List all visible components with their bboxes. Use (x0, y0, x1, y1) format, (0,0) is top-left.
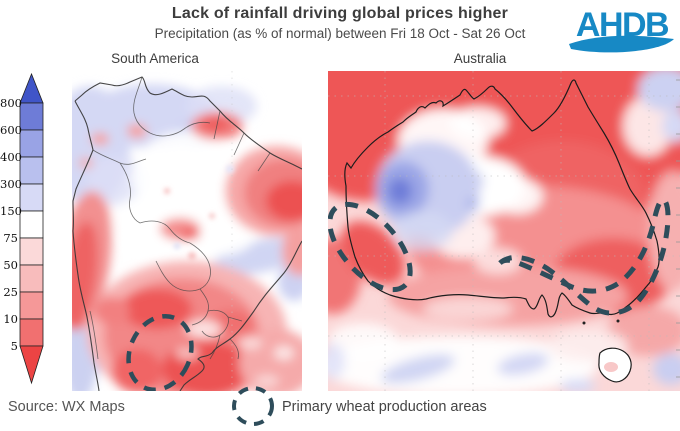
precipitation-color-scale (19, 72, 44, 385)
au-tasmania-pink-spot (604, 362, 618, 372)
scale-tick-label: 800 (0, 96, 22, 110)
scale-tick-label: 25 (3, 285, 18, 299)
scale-labels: 800 600 400 300 150 75 50 25 10 5 (0, 68, 22, 388)
au-island-dot (616, 319, 620, 323)
wheat-area-curve-southeast-australia (498, 197, 671, 316)
scale-tick-label: 600 (0, 123, 22, 137)
scale-tick-label: 400 (0, 150, 22, 164)
map-australia (328, 71, 680, 391)
au-edge-ticks (676, 79, 680, 378)
au-gridlines (328, 71, 680, 391)
wheat-area-ellipse-western-australia (328, 201, 413, 293)
scale-tick-label: 10 (3, 312, 18, 326)
page-title: Lack of rainfall driving global prices h… (171, 5, 509, 22)
wheat-area-legend-label: Primary wheat production areas (282, 399, 487, 415)
scale-tick-label: 50 (3, 258, 18, 272)
ahdb-logo: AHDB (569, 6, 674, 53)
page-subtitle: Precipitation (as % of normal) between F… (154, 26, 526, 41)
wheat-area-ellipse-argentina (126, 313, 194, 391)
scale-tick-label: 5 (10, 339, 18, 353)
map-label-australia: Australia (453, 51, 507, 66)
sa-coastline (72, 76, 302, 391)
wheat-area-legend-icon (232, 386, 274, 426)
scale-tick-label: 75 (3, 231, 18, 245)
sa-speckles (164, 165, 234, 260)
au-coastline (344, 79, 660, 318)
sa-precip-blobs (72, 84, 302, 391)
au-island-dot (582, 321, 586, 325)
scale-tick-label: 150 (0, 204, 22, 218)
map-label-south-america: South America (111, 51, 199, 66)
map-south-america (72, 71, 302, 391)
source-credit: Source: WX Maps (8, 399, 125, 415)
ahdb-wave-icon (569, 35, 674, 53)
sa-country-borders (89, 76, 271, 360)
au-precip-blobs (328, 71, 680, 391)
scale-tick-label: 300 (0, 177, 22, 191)
